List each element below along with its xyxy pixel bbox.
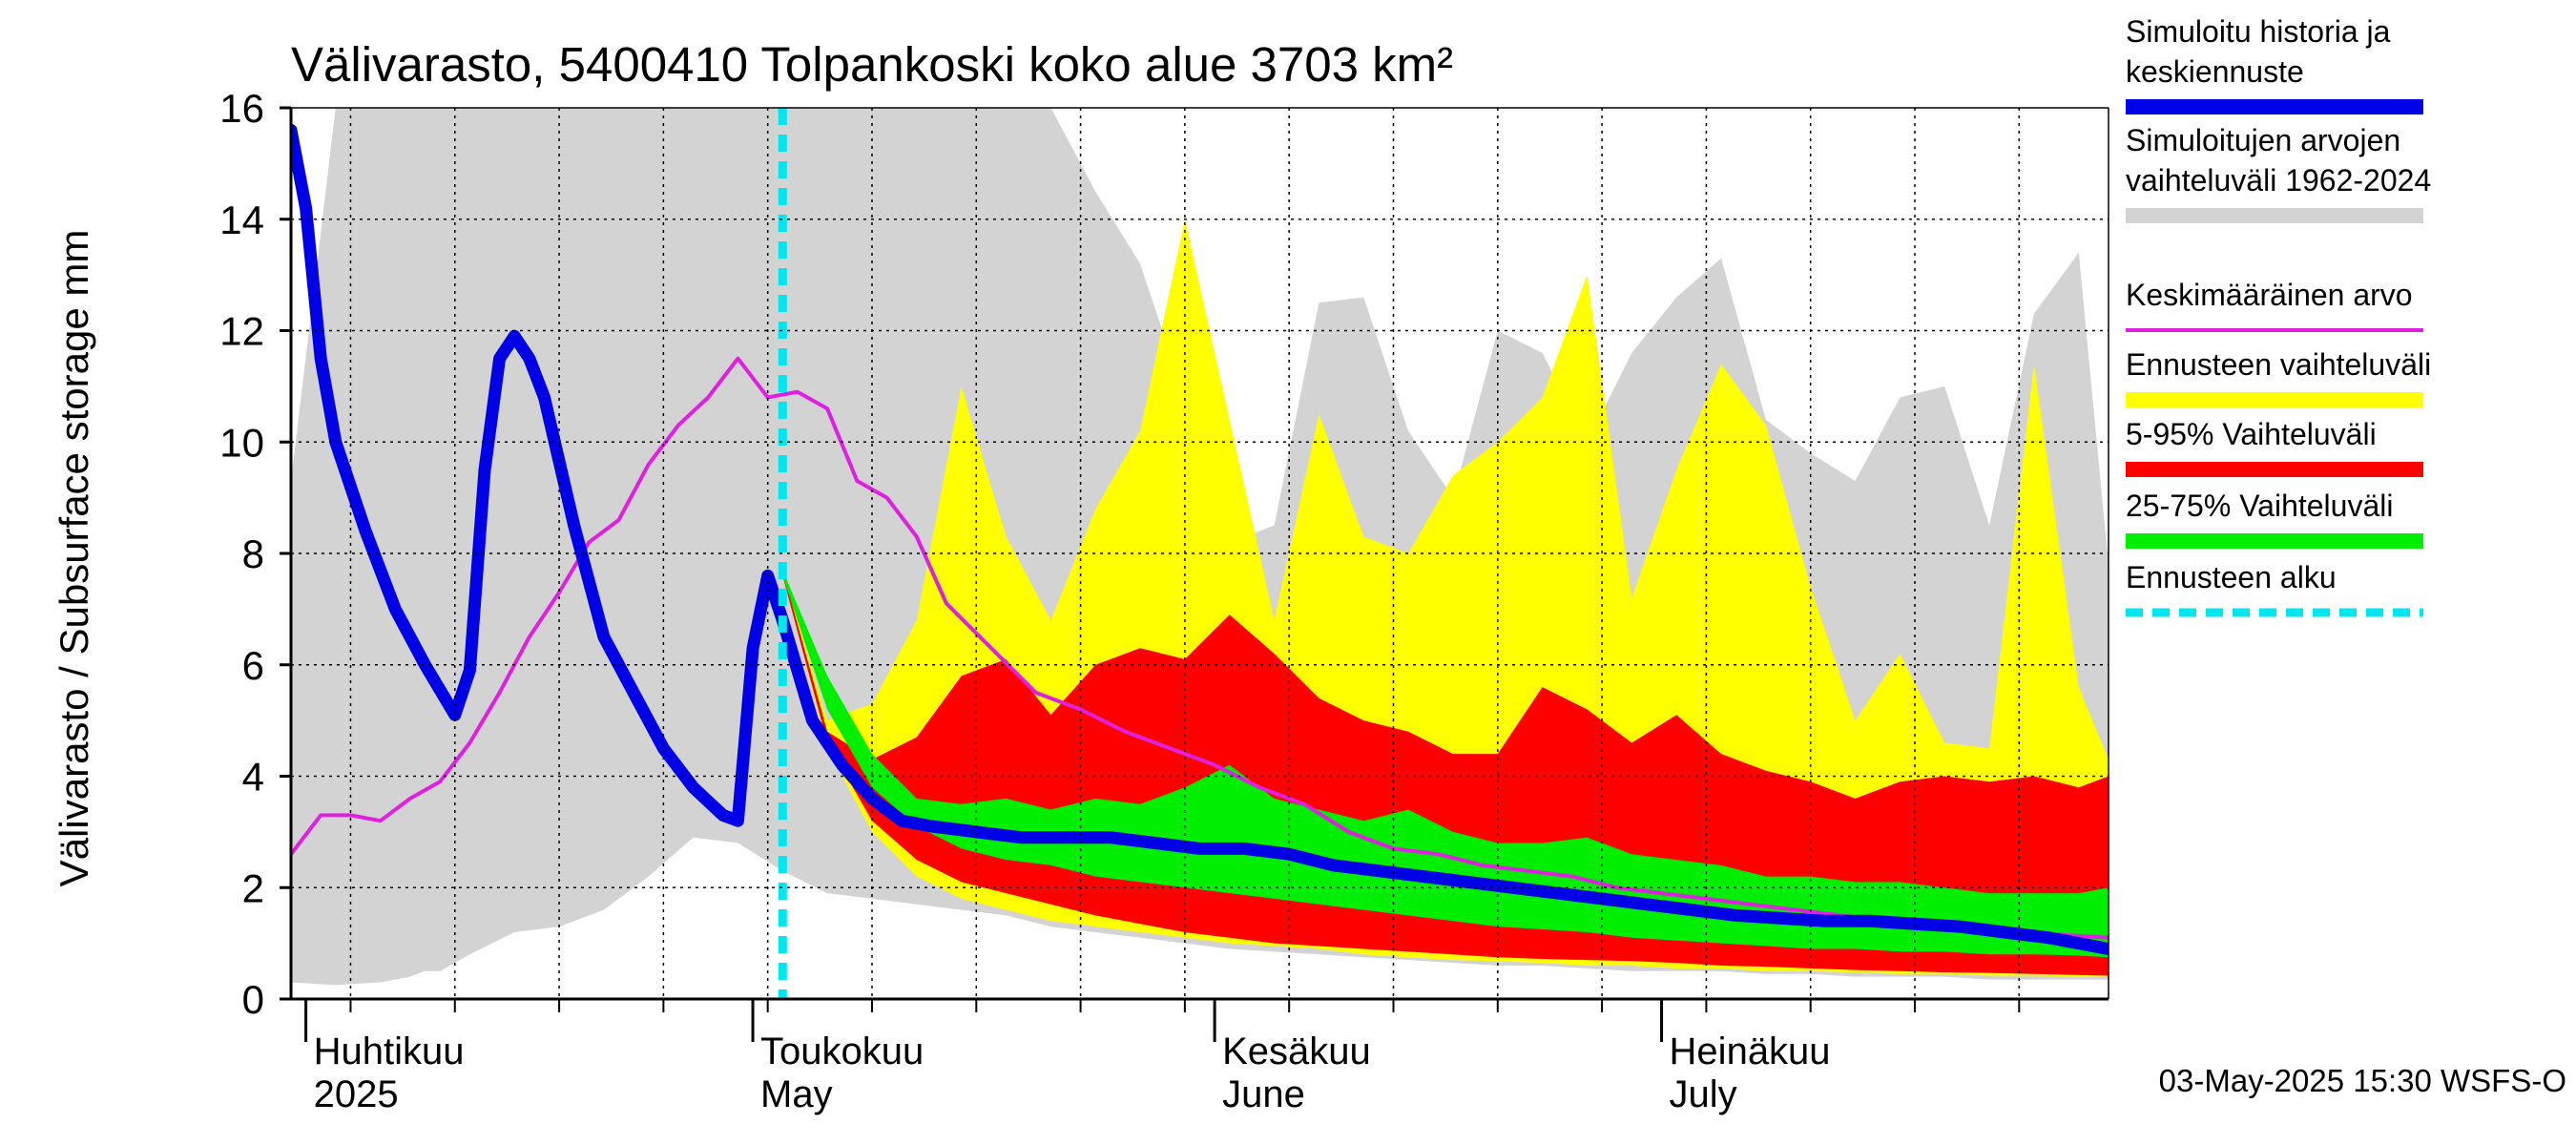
band-25-75-vaihteluvali (782, 570, 2109, 958)
legend-label: vaihteluväli 1962-2024 (2126, 163, 2431, 198)
legend-swatch (2126, 533, 2423, 549)
gridlines (291, 108, 2109, 999)
chart-title: Välivarasto, 5400410 Tolpankoski koko al… (291, 37, 1453, 92)
legend-item-simuloitu-historia-ja-keskiennuste: Simuloitu historia ja keskiennuste (2126, 14, 2423, 114)
legend-item-5-95-vaihteluvali: 5-95% Vaihteluväli (2126, 417, 2423, 477)
legend-label: Ennusteen vaihteluväli (2126, 347, 2431, 382)
legend-label: keskiennuste (2126, 54, 2304, 89)
y-tick-label: 0 (242, 977, 264, 1022)
x-month-label: Huhtikuu (314, 1030, 465, 1072)
x-month-label: Kesäkuu (1222, 1030, 1371, 1072)
y-tick-label: 14 (219, 198, 264, 242)
y-tick-label: 8 (242, 531, 264, 576)
legend-swatch (2126, 462, 2423, 477)
x-month-label-en: 2025 (314, 1073, 399, 1115)
footer-timestamp: 03-May-2025 15:30 WSFS-O (2159, 1063, 2566, 1098)
legend-label: Simuloitujen arvojen (2126, 123, 2400, 157)
legend-swatch (2126, 392, 2423, 407)
legend-label: 25-75% Vaihteluväli (2126, 489, 2393, 523)
legend-item-ennusteen-vaihteluvali: Ennusteen vaihteluväli (2126, 347, 2431, 407)
y-tick-label: 2 (242, 865, 264, 910)
line-keskimaarainen-arvo (291, 356, 2109, 940)
legend-item-simuloitujen-arvojen-vaihteluvali-1962-2024: Simuloitujen arvojen vaihteluväli 1962-20… (2126, 123, 2431, 223)
y-tick-label: 16 (219, 86, 264, 131)
x-month-label-en: July (1670, 1073, 1737, 1115)
x-month-label-en: June (1222, 1073, 1305, 1115)
x-month-label: Heinäkuu (1670, 1030, 1831, 1072)
y-tick-label: 6 (242, 643, 264, 688)
line-simuloitu-historia-ja-keskiennuste (291, 123, 2109, 955)
plot-area (291, 108, 2109, 999)
legend-item-ennusteen-alku: Ennusteen alku (2126, 560, 2423, 617)
legend-swatch (2126, 99, 2423, 114)
y-axis-label: Välivarasto / Subsurface storage mm (52, 230, 96, 887)
legend-label: Keskimääräinen arvo (2126, 278, 2413, 312)
x-month-label: Toukokuu (760, 1030, 924, 1072)
y-tick-label: 12 (219, 309, 264, 354)
y-tick-label: 10 (219, 420, 264, 465)
legend: Simuloitu historia jakeskiennusteSimuloi… (2126, 14, 2431, 617)
legend-swatch (2126, 208, 2423, 223)
legend-item-25-75-vaihteluvali: 25-75% Vaihteluväli (2126, 489, 2423, 549)
y-tick-label: 4 (242, 755, 264, 800)
legend-label: 5-95% Vaihteluväli (2126, 417, 2377, 451)
legend-label: Simuloitu historia ja (2126, 14, 2391, 49)
x-month-label-en: May (760, 1073, 833, 1115)
legend-label: Ennusteen alku (2126, 560, 2337, 594)
legend-item-keskimaarainen-arvo: Keskimääräinen arvo (2126, 278, 2423, 332)
